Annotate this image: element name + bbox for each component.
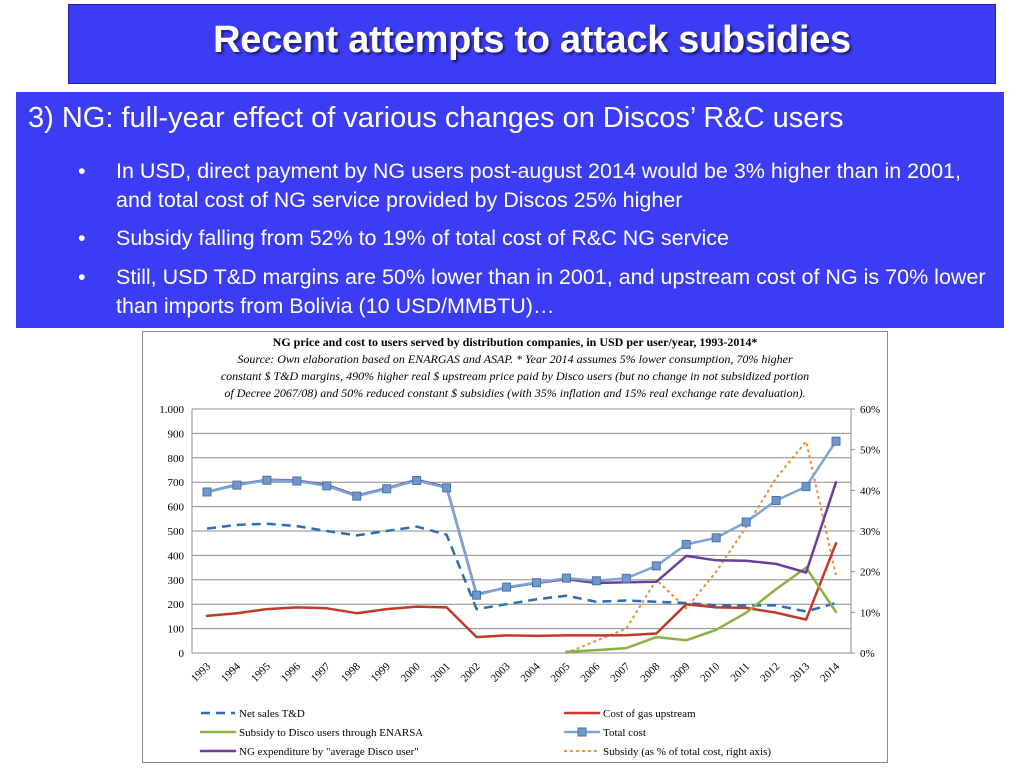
data-point-marker xyxy=(262,475,272,485)
x-tick-label: 2004 xyxy=(519,660,543,684)
legend-label: Net sales T&D xyxy=(239,708,305,720)
x-tick-label: 2011 xyxy=(729,661,753,685)
series-line-4 xyxy=(205,478,838,596)
y-left-tick-label: 800 xyxy=(168,453,185,465)
bullet-marker: • xyxy=(78,226,86,250)
series-line-2 xyxy=(565,566,838,654)
data-point-marker xyxy=(202,487,212,497)
y-left-tick-label: 400 xyxy=(168,550,185,562)
x-tick-label: 2009 xyxy=(668,660,692,684)
data-point-marker xyxy=(502,582,512,592)
data-point-marker xyxy=(352,491,362,501)
data-point-marker xyxy=(621,573,631,583)
y-left-tick-label: 500 xyxy=(168,526,185,538)
slide-title: Recent attempts to attack subsidies xyxy=(213,19,851,61)
y-right-tick-label: 10% xyxy=(860,607,880,619)
bullet-text: In USD, direct payment by NG users post-… xyxy=(116,159,961,212)
x-tick-label: 2012 xyxy=(758,661,782,685)
series-line-5 xyxy=(565,440,838,655)
y-right-tick-label: 50% xyxy=(860,445,880,457)
data-point-marker xyxy=(442,483,452,493)
x-tick-label: 1999 xyxy=(369,660,393,684)
data-point-marker xyxy=(831,436,841,446)
bullet-marker: • xyxy=(78,159,86,183)
data-point-marker xyxy=(232,480,242,490)
bullet-text: Subsidy falling from 52% to 19% of total… xyxy=(116,226,730,250)
y-right-tick-label: 40% xyxy=(860,485,880,497)
legend-marker xyxy=(577,727,587,737)
data-point-marker xyxy=(531,578,541,588)
chart-source-line-3: of Decree 2067/08) and 50% reduced const… xyxy=(224,386,806,400)
y-left-tick-label: 600 xyxy=(168,502,185,514)
x-tick-label: 1995 xyxy=(249,660,273,684)
legend-label: Total cost xyxy=(603,727,646,739)
y-right-tick-label: 30% xyxy=(860,526,880,538)
x-tick-label: 2008 xyxy=(638,660,662,684)
x-tick-label: 1993 xyxy=(189,660,213,684)
x-tick-label: 2013 xyxy=(788,660,812,684)
y-left-tick-label: 200 xyxy=(168,599,185,611)
x-tick-label: 1997 xyxy=(309,660,333,684)
data-point-marker xyxy=(472,590,482,600)
y-left-tick-label: 700 xyxy=(168,477,185,489)
data-point-marker xyxy=(591,576,601,586)
chart-title: NG price and cost to users served by dis… xyxy=(272,335,758,349)
x-tick-label: 2000 xyxy=(399,660,423,684)
chart-source-line-2: constant $ T&D margins, 490% higher real… xyxy=(220,369,810,383)
series-line-0 xyxy=(206,522,837,613)
x-tick-label: 2001 xyxy=(429,661,453,685)
line-chart: 0 100 200 300 400 500 600 700 800 900 1.000 0% 10% 20… xyxy=(159,404,880,758)
y-left-tick-label: 100 xyxy=(168,624,185,636)
series-line-1 xyxy=(205,541,838,639)
y-left-tick-label: 900 xyxy=(168,428,185,440)
bullet-text: Still, USD T&D margins are 50% lower tha… xyxy=(116,265,986,318)
x-tick-label: 1994 xyxy=(219,660,243,684)
legend-label: Cost of gas upstream xyxy=(603,708,696,720)
bullet-3: • Still, USD T&D margins are 50% lower t… xyxy=(78,263,986,321)
chart-frame: NG price and cost to users served by dis… xyxy=(142,331,888,763)
title-bar: Recent attempts to attack subsidies xyxy=(68,4,996,84)
data-point-marker xyxy=(561,573,571,583)
y-left-tick-label: 0 xyxy=(179,648,185,660)
y-right-tick-label: 60% xyxy=(860,404,880,416)
y-left-tick-label: 1.000 xyxy=(159,404,184,416)
series-line-3 xyxy=(205,439,838,597)
x-tick-label: 1996 xyxy=(279,660,303,684)
data-point-marker xyxy=(292,476,302,486)
bullet-1: • In USD, direct payment by NG users pos… xyxy=(78,157,986,215)
x-tick-label: 2005 xyxy=(549,660,573,684)
data-point-marker xyxy=(801,482,811,492)
bullet-2: • Subsidy falling from 52% to 19% of tot… xyxy=(78,224,986,253)
legend-label: Subsidy to Disco users through ENARSA xyxy=(239,727,423,739)
content-box: 3) NG: full-year effect of various chang… xyxy=(16,92,1004,328)
data-point-marker xyxy=(651,561,661,571)
legend-label: NG expenditure by "average Disco user" xyxy=(239,746,419,758)
x-tick-label: 2003 xyxy=(489,660,513,684)
y-right-tick-label: 0% xyxy=(860,648,875,660)
data-point-marker xyxy=(382,484,392,494)
data-point-marker xyxy=(771,496,781,505)
x-tick-label: 2014 xyxy=(818,660,842,684)
data-point-marker xyxy=(711,533,721,543)
data-point-marker xyxy=(412,475,422,485)
x-tick-label: 2006 xyxy=(578,660,602,684)
x-tick-label: 2010 xyxy=(698,660,722,684)
data-point-marker xyxy=(681,539,691,549)
chart-source-line-1: Source: Own elaboration based on ENARGAS… xyxy=(237,352,793,366)
bullet-marker: • xyxy=(78,265,86,289)
x-tick-label: 2007 xyxy=(608,660,632,684)
x-tick-label: 2002 xyxy=(459,661,483,685)
data-point-marker xyxy=(741,517,751,527)
y-right-tick-label: 20% xyxy=(860,567,880,579)
y-left-tick-label: 300 xyxy=(168,575,185,587)
x-tick-label: 1998 xyxy=(339,660,363,684)
legend-label: Subsidy (as % of total cost, right axis) xyxy=(603,746,771,758)
slide-subtitle: 3) NG: full-year effect of various chang… xyxy=(28,102,844,134)
data-point-marker xyxy=(322,481,332,491)
